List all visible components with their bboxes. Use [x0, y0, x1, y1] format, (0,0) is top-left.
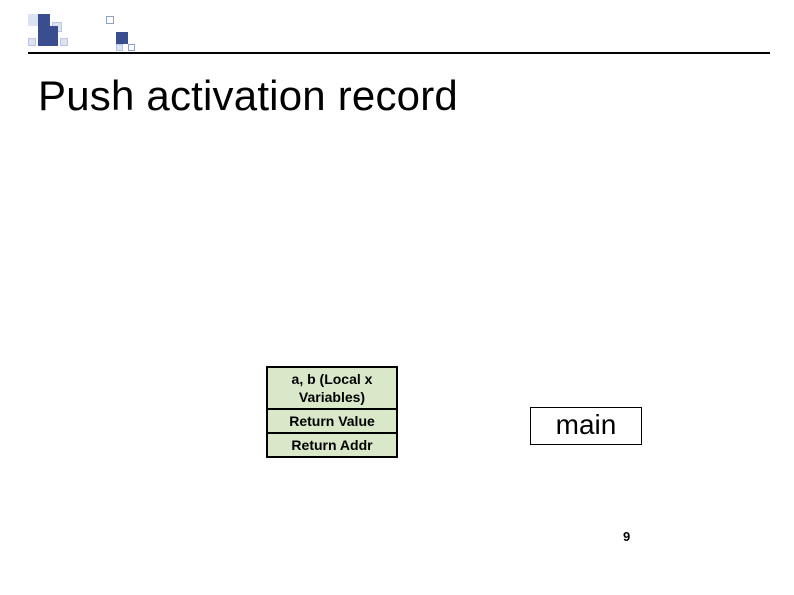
activation-record-body: a, b (Local x Variables)Return ValueRetu…: [267, 367, 397, 457]
deco-square: [28, 38, 36, 46]
deco-square: [128, 44, 135, 51]
activation-record-cell: Return Value: [267, 409, 397, 433]
slide: Push activation record a, b (Local x Var…: [0, 0, 794, 595]
page-title: Push activation record: [38, 72, 458, 120]
deco-square: [60, 38, 68, 46]
deco-square: [106, 16, 114, 24]
deco-square: [38, 14, 50, 26]
activation-record-cell: Return Addr: [267, 433, 397, 457]
deco-square: [38, 26, 58, 46]
page-number: 9: [623, 529, 630, 544]
table-row: Return Value: [267, 409, 397, 433]
activation-record-cell: a, b (Local x Variables): [267, 367, 397, 409]
table-row: a, b (Local x Variables): [267, 367, 397, 409]
title-divider: [28, 52, 770, 54]
deco-square: [116, 44, 123, 51]
slide-decoration: [28, 14, 148, 54]
main-frame-label: main: [530, 407, 642, 445]
table-row: Return Addr: [267, 433, 397, 457]
activation-record-table: a, b (Local x Variables)Return ValueRetu…: [266, 366, 398, 458]
deco-square: [116, 32, 128, 44]
